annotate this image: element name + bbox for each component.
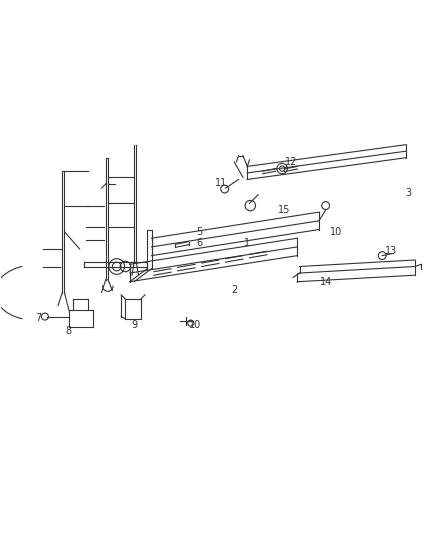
Text: 13: 13 (385, 246, 397, 256)
Text: 15: 15 (278, 205, 290, 215)
Text: 14: 14 (319, 277, 332, 287)
Text: 10: 10 (188, 320, 201, 330)
Text: 6: 6 (196, 238, 202, 247)
Text: 2: 2 (231, 286, 237, 295)
Text: 8: 8 (66, 326, 72, 336)
Text: 10: 10 (330, 227, 342, 237)
Text: 9: 9 (131, 320, 137, 330)
Text: 3: 3 (405, 188, 411, 198)
Text: 5: 5 (196, 227, 202, 237)
Text: 12: 12 (285, 157, 297, 167)
Text: 7: 7 (35, 313, 42, 323)
Text: 11: 11 (215, 178, 227, 188)
Text: 1: 1 (244, 238, 251, 247)
